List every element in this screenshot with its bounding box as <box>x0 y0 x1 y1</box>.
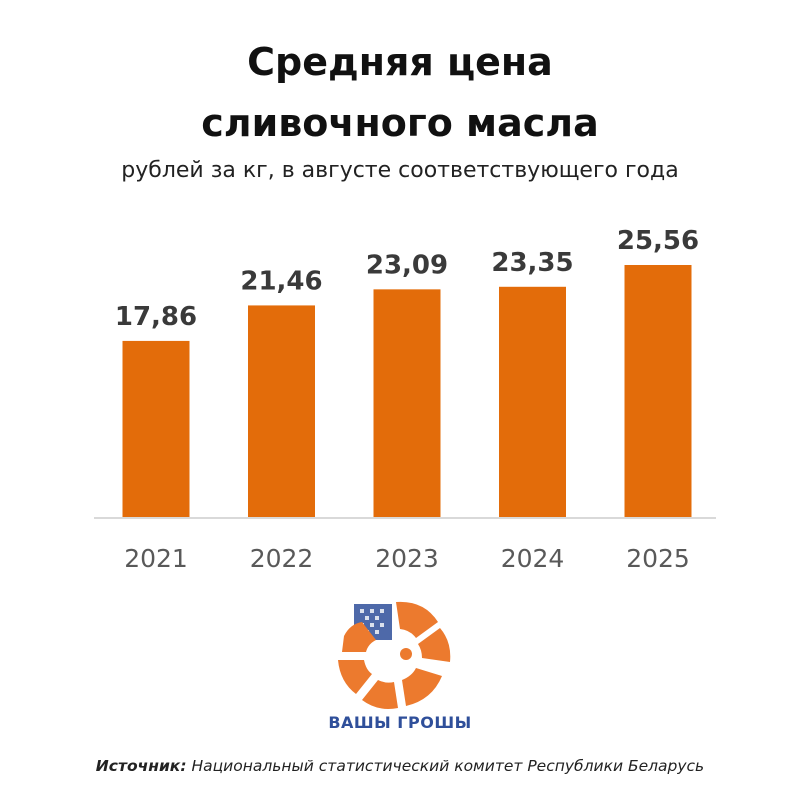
source-label: Источник: <box>95 757 187 775</box>
logo-segment <box>402 668 442 706</box>
x-tick-label-2025: 2025 <box>626 544 690 573</box>
logo-segment <box>342 622 376 652</box>
bar-2024 <box>499 286 566 517</box>
logo-segment <box>338 660 372 694</box>
data-label-2021: 17,86 <box>115 302 197 332</box>
x-tick-label-2022: 2022 <box>250 544 314 573</box>
source-note: Источник: Национальный статистический ко… <box>0 757 800 775</box>
chart-subtitle: рублей за кг, в августе соответствующего… <box>121 158 679 183</box>
data-label-2024: 23,35 <box>491 248 573 278</box>
logo-segment <box>362 680 398 709</box>
bar-2022 <box>248 305 315 517</box>
bar-2023 <box>373 289 441 517</box>
bar-2025 <box>624 265 692 517</box>
source-text: Национальный статистический комитет Респ… <box>191 757 705 775</box>
data-label-2025: 25,56 <box>617 226 699 256</box>
logo-segment <box>396 601 438 638</box>
logo-text: ВАШЫ ГРОШЫ <box>328 713 472 732</box>
vashy-groshy-logo <box>338 601 451 709</box>
x-tick-label-2024: 2024 <box>501 544 565 573</box>
data-label-2023: 23,09 <box>366 250 448 280</box>
logo-dot <box>400 648 412 660</box>
logo-segment <box>418 628 451 662</box>
chart-title-line-2: сливочного масла <box>201 101 599 145</box>
chart-title-line-1: Средняя цена <box>247 40 553 84</box>
data-label-2022: 21,46 <box>240 266 322 296</box>
x-tick-label-2023: 2023 <box>375 544 439 573</box>
x-tick-label-2021: 2021 <box>124 544 188 573</box>
bar-2021 <box>122 340 190 517</box>
